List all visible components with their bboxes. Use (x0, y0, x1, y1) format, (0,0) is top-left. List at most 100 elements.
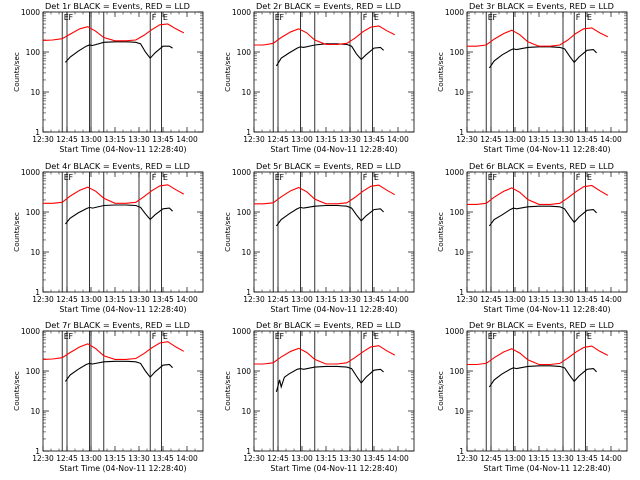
series-lld-line (254, 184, 396, 205)
y-tick-label: 1 (459, 447, 464, 456)
series-lld-line (42, 23, 185, 42)
x-tick-label: 13:45 (152, 454, 174, 463)
x-axis-label: Start Time (04-Nov-11 12:28:40) (483, 145, 610, 154)
y-tick-label: 100 (450, 48, 465, 57)
y-tick-label: 1000 (21, 327, 40, 336)
event-marker-label: E (587, 173, 592, 182)
x-tick-label: 12:30 (32, 295, 54, 304)
series-lld-line (467, 345, 609, 366)
x-tick-label: 13:45 (152, 135, 174, 144)
y-tick-label: 10 (241, 248, 251, 257)
x-tick-label: 12:45 (267, 135, 289, 144)
x-tick-label: 13:15 (104, 295, 126, 304)
x-tick-label: 13:30 (552, 295, 574, 304)
x-tick-label: 13:00 (80, 295, 102, 304)
event-marker-label: F (576, 13, 581, 22)
y-tick-label: 100 (450, 208, 465, 217)
series-lld-line (254, 345, 396, 365)
x-tick-label: 13:15 (528, 454, 550, 463)
series-events-line (488, 46, 597, 69)
y-tick-label: 1 (35, 128, 40, 137)
panel-4: Det 4r BLACK = Events, RED = LLD 1 10 100 10… (12, 161, 204, 314)
x-tick-label: 13:30 (339, 135, 361, 144)
series-lld-line (254, 25, 396, 46)
event-marker-label: F (69, 13, 74, 22)
x-tick-label: 13:45 (363, 295, 385, 304)
y-tick-label: 1 (459, 128, 464, 137)
x-tick-label: 13:15 (528, 295, 550, 304)
x-tick-label: 13:00 (291, 454, 313, 463)
x-tick-label: 13:45 (576, 454, 598, 463)
y-tick-label: 100 (237, 367, 252, 376)
series-events-line (275, 204, 384, 227)
y-tick-label: 1000 (21, 168, 40, 177)
x-tick-label: 13:00 (504, 135, 526, 144)
series-events-line (488, 205, 597, 227)
series-lld-line (43, 184, 185, 204)
panel-title: Det 2r BLACK = Events, RED = LLD (256, 1, 401, 11)
event-marker-label: F (493, 13, 498, 22)
x-tick-label: 13:00 (80, 454, 102, 463)
series-events-line (64, 360, 173, 382)
y-tick-label: 10 (454, 407, 464, 416)
panel-5: Det 5r BLACK = Events, RED = LLD 1 10 100 10… (223, 161, 415, 314)
panel-9: Det 9r BLACK = Events, RED = LLD 1 10 100 10… (436, 320, 628, 473)
x-tick-label: 14:00 (387, 295, 409, 304)
x-tick-label: 12:30 (32, 135, 54, 144)
y-axis-label: Counts/sec (223, 52, 232, 92)
series-events-line (64, 41, 173, 63)
x-tick-label: 12:45 (480, 135, 502, 144)
event-marker-label: F (152, 13, 157, 22)
y-tick-label: 1000 (445, 168, 464, 177)
x-tick-label: 12:30 (32, 454, 54, 463)
series-events-line (275, 43, 384, 67)
y-tick-label: 10 (30, 88, 40, 97)
x-axis-label: Start Time (04-Nov-11 12:28:40) (270, 145, 397, 154)
y-axis-label: Counts/sec (436, 52, 445, 92)
x-tick-label: 14:00 (387, 135, 409, 144)
x-tick-label: 12:30 (456, 295, 478, 304)
x-tick-label: 13:00 (291, 295, 313, 304)
y-tick-label: 1 (246, 128, 251, 137)
event-marker-label: F (152, 332, 157, 341)
x-tick-label: 13:45 (576, 135, 598, 144)
x-tick-label: 13:00 (80, 135, 102, 144)
x-axis-label: Start Time (04-Nov-11 12:28:40) (483, 464, 610, 473)
x-tick-label: 12:45 (56, 454, 78, 463)
x-tick-label: 13:15 (315, 454, 337, 463)
x-tick-label: 14:00 (600, 454, 622, 463)
x-tick-label: 12:45 (56, 295, 78, 304)
event-marker-label: F (69, 332, 74, 341)
series-events-line (488, 365, 597, 388)
y-axis-label: Counts/sec (223, 212, 232, 252)
x-tick-label: 13:15 (315, 295, 337, 304)
x-tick-label: 12:30 (243, 135, 265, 144)
event-marker-label: F (280, 332, 285, 341)
y-tick-label: 100 (26, 367, 41, 376)
panel-title: Det 7r BLACK = Events, RED = LLD (45, 320, 190, 330)
y-tick-label: 100 (26, 208, 41, 217)
x-tick-label: 13:45 (576, 295, 598, 304)
y-axis-label: Counts/sec (436, 371, 445, 411)
event-marker-label: F (363, 332, 368, 341)
y-tick-label: 100 (237, 48, 252, 57)
x-tick-label: 14:00 (600, 295, 622, 304)
y-tick-label: 10 (30, 407, 40, 416)
y-tick-label: 1 (246, 288, 251, 297)
event-marker-label: F (493, 173, 498, 182)
event-marker-label: E (64, 173, 69, 182)
event-marker-label: E (488, 332, 493, 341)
event-marker-label: E (275, 13, 280, 22)
x-tick-label: 12:45 (267, 295, 289, 304)
x-axis-label: Start Time (04-Nov-11 12:28:40) (270, 305, 397, 314)
y-axis-label: Counts/sec (12, 371, 21, 411)
series-lld-line (467, 27, 609, 47)
series-lld-line (42, 341, 185, 360)
x-tick-label: 13:15 (104, 454, 126, 463)
panel-8: Det 8r BLACK = Events, RED = LLD 1 10 100 10… (223, 320, 415, 473)
event-marker-label: F (69, 173, 74, 182)
x-tick-label: 13:15 (104, 135, 126, 144)
y-tick-label: 1 (246, 447, 251, 456)
panel-2: Det 2r BLACK = Events, RED = LLD 1 10 100 10… (223, 1, 415, 154)
